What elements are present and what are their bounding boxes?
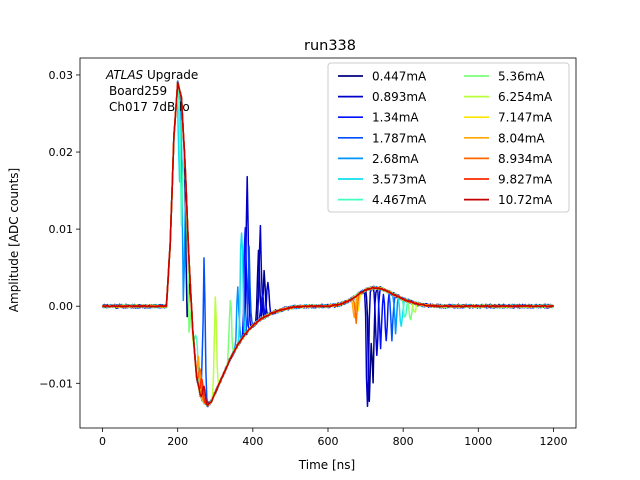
- x-tick-label: 800: [393, 435, 414, 448]
- y-tick-label: 0.03: [49, 69, 74, 82]
- y-tick-label: 0.01: [49, 223, 74, 236]
- x-tick-label: 200: [167, 435, 188, 448]
- legend-entry: 5.36mA: [464, 70, 545, 84]
- x-tick-label: 1000: [464, 435, 492, 448]
- legend-entry: 0.893mA: [338, 90, 427, 104]
- legend-entry: 1.34mA: [338, 111, 419, 125]
- legend-label: 8.934mA: [498, 152, 553, 166]
- legend-entry: 10.72mA: [464, 193, 553, 207]
- y-axis-label: Amplitude [ADC counts]: [7, 168, 21, 312]
- legend-label: 7.147mA: [498, 111, 553, 125]
- y-tick-label: −0.01: [39, 377, 73, 390]
- legend-entry: 4.467mA: [338, 193, 427, 207]
- plot-area: 0 200 400 600 800 1000 1200 −0.01 0.00 0.01 0.02 0.…: [39, 57, 577, 448]
- legend-entry: 1.787mA: [338, 131, 427, 145]
- x-tick-label: 600: [318, 435, 339, 448]
- y-tick-label: 0.00: [49, 300, 74, 313]
- x-axis-label: Time [ns]: [298, 458, 355, 472]
- x-tick-label: 0: [99, 435, 106, 448]
- legend-label: 2.68mA: [372, 152, 419, 166]
- legend-label: 5.36mA: [498, 70, 545, 84]
- legend-entry: 8.04mA: [464, 131, 545, 145]
- atlas-label: ATLAS Upgrade: [105, 68, 198, 82]
- x-tick-label: 1200: [539, 435, 567, 448]
- legend-entry: 6.254mA: [464, 90, 553, 104]
- legend-label: 0.893mA: [372, 90, 427, 104]
- y-tick-label: 0.02: [49, 146, 74, 159]
- legend-label: 1.34mA: [372, 111, 419, 125]
- legend-label: 6.254mA: [498, 90, 553, 104]
- legend-entry: 2.68mA: [338, 152, 419, 166]
- legend-entry: 3.573mA: [338, 173, 427, 187]
- legend-entry: 7.147mA: [464, 111, 553, 125]
- legend-entry: 0.447mA: [338, 70, 427, 84]
- legend: 0.447mA 0.893mA 1.34mA 1.787mA 2.68mA 3.573mA…: [327, 62, 570, 213]
- legend-entry: 8.934mA: [464, 152, 553, 166]
- legend-label: 1.787mA: [372, 131, 427, 145]
- chart-title: run338: [304, 38, 356, 54]
- legend-label: 0.447mA: [372, 70, 427, 84]
- legend-label: 8.04mA: [498, 131, 545, 145]
- series-line: [102, 81, 554, 406]
- legend-entry: 9.827mA: [464, 173, 553, 187]
- legend-label: 9.827mA: [498, 173, 553, 187]
- series-lines: [101, 80, 555, 408]
- board-label: Board259: [109, 84, 167, 98]
- legend-label: 10.72mA: [498, 193, 553, 207]
- x-tick-label: 400: [242, 435, 263, 448]
- channel-label: Ch017 7dB lo: [109, 100, 190, 114]
- legend-box: [327, 62, 570, 213]
- legend-label: 4.467mA: [372, 193, 427, 207]
- legend-label: 3.573mA: [372, 173, 427, 187]
